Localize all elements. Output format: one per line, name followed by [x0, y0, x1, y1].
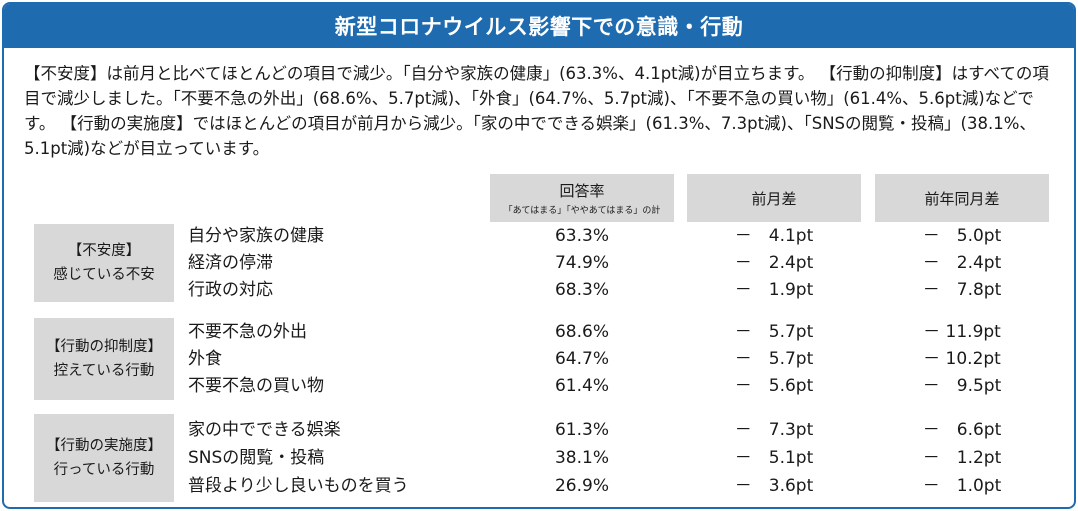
row-rate: 63.3%: [554, 226, 609, 246]
row-rate: 64.7%: [554, 349, 609, 369]
row-item: 不要不急の買い物: [188, 376, 324, 396]
row-rate: 26.9%: [554, 476, 609, 496]
row-item: 自分や家族の健康: [188, 226, 324, 246]
row-item: SNSの閲覧・投稿: [188, 448, 325, 468]
panel-title: 新型コロナウイルス影響下での意識・行動: [4, 4, 1074, 48]
row-item: 普段より少し良いものを買う: [188, 476, 409, 496]
group-title: 【行動の抑制度】: [46, 339, 162, 355]
row-rate: 68.3%: [554, 280, 609, 300]
row-rate: 74.9%: [554, 253, 609, 273]
row-rate: 61.3%: [554, 420, 609, 440]
row-yoy: － 9.5pt: [922, 376, 1002, 396]
row-yoy: － 1.2pt: [922, 448, 1002, 468]
header-rate-note: 「あてはまる」「ややあてはまる」の計: [503, 206, 661, 216]
row-diff: － 1.9pt: [734, 280, 814, 300]
summary-text: 【不安度】は前月と比べてほとんどの項目で減少。「自分や家族の健康」(63.3%、…: [24, 64, 1049, 158]
group-label-restraint: 【行動の抑制度】 控えている行動: [34, 318, 174, 400]
row-rate: 61.4%: [554, 376, 609, 396]
row-yoy: － 11.9pt: [923, 322, 1001, 342]
group-subtitle: 行っている行動: [53, 462, 155, 478]
row-yoy: － 5.0pt: [922, 226, 1002, 246]
row-rate: 68.6%: [554, 322, 609, 342]
row-diff: － 2.4pt: [734, 253, 814, 273]
group-title: 【不安度】: [67, 243, 141, 259]
row-yoy: － 6.6pt: [922, 420, 1002, 440]
row-item: 行政の対応: [188, 280, 273, 300]
header-diff: 前月差: [687, 174, 861, 222]
row-diff: － 5.7pt: [734, 322, 814, 342]
row-yoy: － 10.2pt: [923, 349, 1001, 369]
header-yoy-label: 前年同月差: [924, 189, 1000, 208]
row-item: 外食: [188, 349, 222, 369]
row-yoy: － 2.4pt: [922, 253, 1002, 273]
header-rate: 回答率 「あてはまる」「ややあてはまる」の計: [490, 174, 674, 222]
row-diff: － 5.7pt: [734, 349, 814, 369]
group-label-action: 【行動の実施度】 行っている行動: [34, 414, 174, 502]
header-yoy: 前年同月差: [875, 174, 1049, 222]
row-rate: 38.1%: [554, 448, 609, 468]
group-subtitle: 感じている不安: [53, 267, 155, 283]
row-item: 経済の停滞: [188, 253, 273, 273]
row-diff: － 5.6pt: [734, 376, 814, 396]
group-title: 【行動の実施度】: [46, 438, 162, 454]
row-yoy: － 1.0pt: [922, 476, 1002, 496]
header-diff-label: 前月差: [751, 189, 797, 208]
header-rate-label: 回答率: [559, 182, 605, 200]
group-label-anxiety: 【不安度】 感じている不安: [34, 224, 174, 302]
row-diff: － 5.1pt: [734, 448, 814, 468]
row-item: 不要不急の外出: [188, 322, 307, 342]
row-yoy: － 7.8pt: [922, 280, 1002, 300]
row-diff: － 3.6pt: [734, 476, 814, 496]
row-diff: － 4.1pt: [734, 226, 814, 246]
row-item: 家の中でできる娯楽: [188, 420, 341, 440]
row-diff: － 7.3pt: [734, 420, 814, 440]
group-subtitle: 控えている行動: [53, 363, 155, 379]
